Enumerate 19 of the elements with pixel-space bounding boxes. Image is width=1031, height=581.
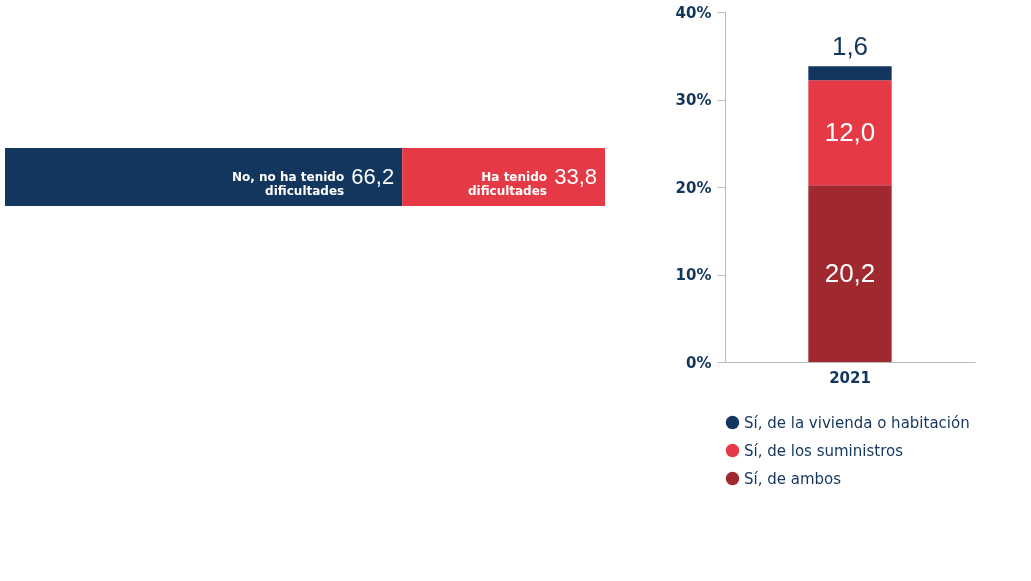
y-tick-label: 30% xyxy=(675,91,712,109)
data-label: 1,6 xyxy=(831,31,869,62)
y-tick-label: 40% xyxy=(675,3,712,22)
y-tick-label: 0% xyxy=(686,353,712,372)
data-label: 33,8 xyxy=(554,164,597,189)
bar xyxy=(808,80,892,186)
bar xyxy=(808,185,892,362)
data-label: 20,2 xyxy=(824,257,876,288)
legend-label: Sí, de ambos xyxy=(744,469,842,488)
series-label: Ha tenido dificultades xyxy=(467,170,547,198)
series-label: No, no ha tenido dificultades xyxy=(232,170,345,198)
data-label: 66,2 xyxy=(351,164,395,189)
x-tick-label: 2021 xyxy=(829,368,871,387)
legend-label: Sí, de los suministros xyxy=(744,441,904,460)
y-tick-label: 20% xyxy=(675,178,712,197)
legend-label: Sí, de la vivienda o habitación xyxy=(744,413,970,432)
data-label: 12,0 xyxy=(824,116,876,147)
bar xyxy=(808,66,892,81)
y-tick-label: 10% xyxy=(675,266,712,284)
